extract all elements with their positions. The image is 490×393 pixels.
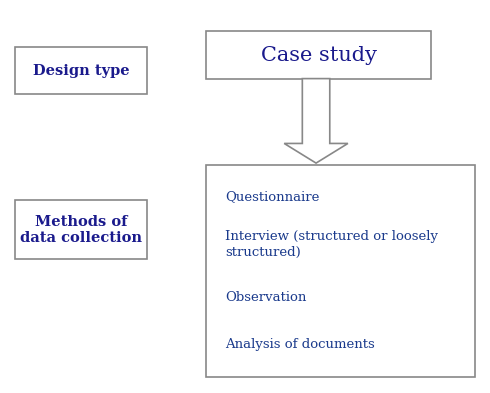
Text: Observation: Observation bbox=[225, 291, 307, 304]
Text: Case study: Case study bbox=[261, 46, 376, 64]
Bar bbox=[206, 165, 475, 377]
Bar bbox=[206, 31, 431, 79]
Text: Questionnaire: Questionnaire bbox=[225, 191, 320, 204]
Bar bbox=[15, 200, 147, 259]
Polygon shape bbox=[284, 79, 348, 163]
Text: Interview (structured or loosely
structured): Interview (structured or loosely structu… bbox=[225, 230, 439, 259]
Bar bbox=[15, 47, 147, 94]
Text: Analysis of documents: Analysis of documents bbox=[225, 338, 375, 351]
Text: Design type: Design type bbox=[32, 64, 129, 78]
Text: Methods of
data collection: Methods of data collection bbox=[20, 215, 142, 245]
